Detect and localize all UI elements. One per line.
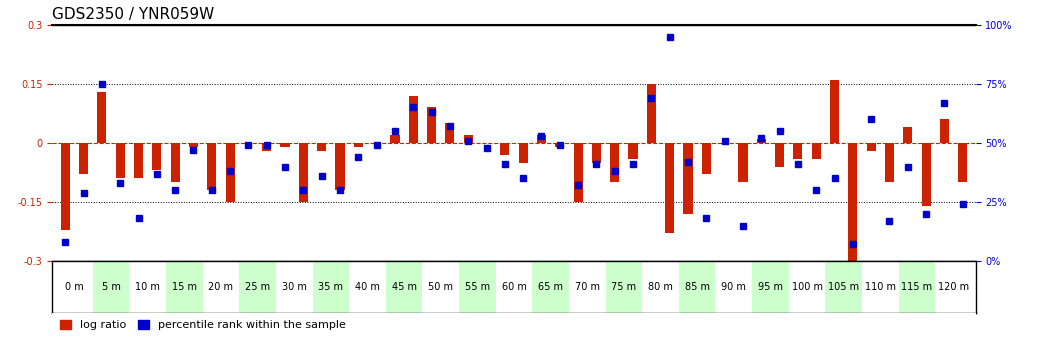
Bar — [226, 143, 235, 202]
Bar — [390, 135, 400, 143]
Bar — [317, 143, 326, 151]
Bar — [756, 139, 766, 143]
Bar — [386, 261, 423, 313]
Bar — [537, 135, 547, 143]
Bar — [500, 143, 510, 155]
Bar — [752, 261, 789, 313]
Text: 20 m: 20 m — [209, 282, 234, 292]
Bar — [518, 143, 528, 162]
Bar — [684, 143, 692, 214]
Bar — [903, 127, 913, 143]
Legend: log ratio, percentile rank within the sample: log ratio, percentile rank within the sa… — [58, 318, 347, 333]
Bar — [862, 261, 899, 313]
Text: 110 m: 110 m — [864, 282, 896, 292]
Text: 75 m: 75 m — [612, 282, 637, 292]
Bar — [940, 119, 949, 143]
Text: 105 m: 105 m — [828, 282, 859, 292]
Bar — [921, 143, 930, 206]
Bar — [555, 143, 564, 147]
Bar — [336, 143, 344, 190]
Bar — [299, 143, 308, 202]
Bar — [129, 261, 166, 313]
Bar — [427, 108, 436, 143]
Bar — [715, 261, 752, 313]
Bar — [830, 80, 839, 143]
Bar — [793, 143, 802, 159]
Bar — [189, 143, 198, 147]
Bar — [61, 143, 70, 229]
Bar — [459, 261, 496, 313]
Bar — [202, 261, 239, 313]
Bar — [611, 143, 619, 182]
Bar — [642, 261, 679, 313]
Text: 15 m: 15 m — [172, 282, 197, 292]
Bar — [789, 261, 826, 313]
Bar — [171, 143, 179, 182]
Bar — [958, 143, 967, 182]
Bar — [354, 143, 363, 147]
Text: 90 m: 90 m — [722, 282, 746, 292]
Bar — [702, 143, 711, 175]
Text: 0 m: 0 m — [65, 282, 84, 292]
Bar — [423, 261, 459, 313]
Bar — [56, 261, 92, 313]
Text: 5 m: 5 m — [102, 282, 121, 292]
Text: 35 m: 35 m — [318, 282, 343, 292]
Bar — [532, 261, 569, 313]
Text: 95 m: 95 m — [758, 282, 783, 292]
Text: 55 m: 55 m — [465, 282, 490, 292]
Bar — [446, 123, 454, 143]
Bar — [812, 143, 820, 159]
Text: 30 m: 30 m — [282, 282, 306, 292]
Bar — [496, 261, 532, 313]
Bar — [605, 261, 642, 313]
Text: 80 m: 80 m — [648, 282, 673, 292]
Bar — [936, 261, 972, 313]
Bar — [98, 92, 107, 143]
Bar — [115, 143, 125, 178]
Bar — [775, 143, 785, 166]
Bar — [849, 143, 857, 261]
Bar — [92, 261, 129, 313]
Bar — [826, 261, 862, 313]
Bar — [679, 261, 715, 313]
Bar — [409, 96, 418, 143]
Bar — [166, 261, 202, 313]
Text: 100 m: 100 m — [792, 282, 822, 292]
Text: GDS2350 / YNR059W: GDS2350 / YNR059W — [52, 7, 215, 22]
Text: 60 m: 60 m — [501, 282, 527, 292]
Bar — [208, 143, 216, 190]
Bar — [262, 143, 272, 151]
Bar — [239, 261, 276, 313]
Bar — [276, 261, 313, 313]
Bar — [665, 143, 675, 233]
Bar — [738, 143, 748, 182]
Bar — [569, 261, 605, 313]
Bar — [628, 143, 638, 159]
Bar — [280, 143, 290, 147]
Text: 45 m: 45 m — [391, 282, 416, 292]
Text: 25 m: 25 m — [245, 282, 271, 292]
Text: 65 m: 65 m — [538, 282, 563, 292]
Bar — [885, 143, 894, 182]
Text: 115 m: 115 m — [901, 282, 933, 292]
Text: 50 m: 50 m — [428, 282, 453, 292]
Bar — [592, 143, 601, 162]
Bar — [79, 143, 88, 175]
Bar — [574, 143, 582, 202]
Bar — [313, 261, 349, 313]
Text: 40 m: 40 m — [355, 282, 380, 292]
Text: 120 m: 120 m — [938, 282, 969, 292]
Bar — [464, 135, 473, 143]
Text: 70 m: 70 m — [575, 282, 600, 292]
Bar — [899, 261, 936, 313]
Bar — [152, 143, 162, 171]
Bar — [866, 143, 876, 151]
Bar — [349, 261, 386, 313]
Bar — [647, 84, 656, 143]
Text: 85 m: 85 m — [685, 282, 710, 292]
Text: 10 m: 10 m — [135, 282, 160, 292]
Bar — [134, 143, 143, 178]
